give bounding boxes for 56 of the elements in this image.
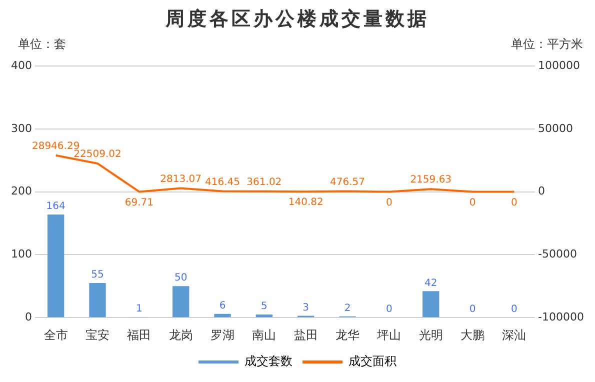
y-tick-label: 300	[10, 122, 32, 135]
data-label: 0	[511, 304, 518, 316]
y2-tick-label: 50000	[538, 122, 574, 135]
bar	[256, 314, 273, 318]
x-tick-label: 罗湖	[210, 328, 235, 342]
y2-tick-label: -50000	[538, 248, 578, 261]
data-label: 50	[174, 272, 188, 284]
data-label: 416.45	[205, 176, 240, 188]
data-label: 2159.63	[410, 174, 452, 186]
y2-tick-label: 0	[538, 184, 546, 198]
y2-tick-label: -100000	[538, 310, 584, 324]
bar	[214, 314, 231, 318]
data-label: 22509.02	[74, 149, 122, 160]
bar	[47, 214, 64, 318]
data-label: 5	[260, 301, 268, 312]
data-label: 164	[46, 201, 66, 212]
y-tick-label: 0	[24, 310, 32, 324]
x-tick-label: 南山	[252, 328, 276, 342]
y-tick-label: 100	[10, 248, 32, 261]
y2-tick-label: 100000	[538, 58, 580, 72]
data-label: 0	[469, 304, 476, 316]
bar	[172, 286, 190, 318]
y-tick-label: 200	[10, 184, 32, 198]
data-label: 361.02	[246, 176, 282, 188]
y-tick-label: 400	[10, 58, 32, 72]
legend-label: 成交面积	[348, 354, 396, 368]
x-tick-label: 光明	[418, 328, 443, 342]
data-label: 1	[136, 304, 142, 315]
data-label: 6	[219, 300, 226, 312]
x-tick-label: 盐田	[294, 328, 318, 342]
x-tick-label: 坪山	[376, 328, 402, 342]
data-label: 0	[386, 304, 392, 316]
x-tick-label: 福田	[127, 328, 152, 342]
data-label: 140.82	[288, 197, 324, 208]
data-label: 2813.07	[160, 174, 202, 185]
y2-axis-title: 单位：平方米	[511, 36, 583, 53]
data-label: 55	[91, 270, 104, 281]
x-tick-label: 龙华	[336, 328, 360, 342]
data-label: 2	[344, 302, 351, 314]
x-tick-label: 大鹏	[460, 328, 485, 342]
data-label: 42	[424, 278, 438, 289]
chart-title: 周度各区办公楼成交量数据	[164, 7, 430, 32]
data-label: 3	[302, 302, 310, 314]
data-label: 0	[511, 197, 518, 208]
x-tick-label: 龙岗	[168, 328, 193, 342]
legend-label: 成交套数	[244, 354, 292, 368]
data-label: 476.57	[330, 176, 366, 188]
bar	[89, 283, 106, 318]
bar	[422, 291, 440, 318]
data-label: 69.71	[124, 197, 154, 208]
x-tick-label: 深汕	[502, 328, 526, 342]
data-label: 0	[386, 197, 392, 208]
x-tick-label: 宝安	[86, 328, 110, 342]
x-tick-label: 全市	[44, 328, 68, 342]
y-axis-title: 单位：套	[18, 36, 66, 53]
data-label: 0	[469, 197, 476, 208]
